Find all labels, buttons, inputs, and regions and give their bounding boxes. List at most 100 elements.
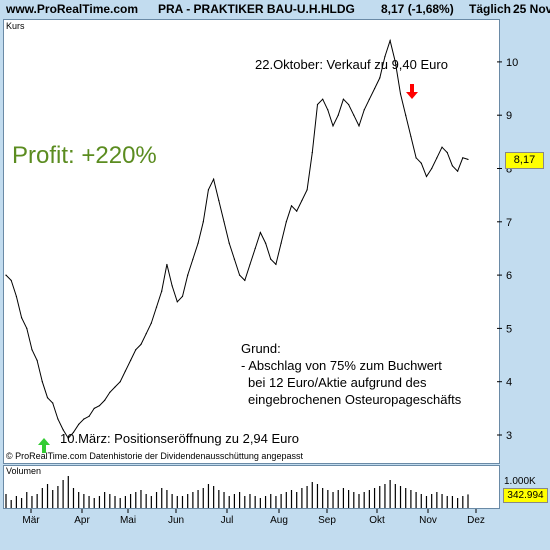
last-volume-box: 342.994 [503,488,548,503]
price-point [5,274,7,276]
price-point [467,158,469,161]
volume-bar [389,480,391,508]
volume-bar [363,492,365,508]
volume-bar [119,498,121,508]
site-name[interactable]: www.ProRealTime.com [6,2,139,16]
volume-bar [88,496,90,508]
y-tick-label: 5 [506,323,512,335]
price-point [410,135,412,138]
price-point [218,199,220,202]
price-point [78,423,80,425]
price-point [316,103,319,106]
price-point [213,178,215,180]
x-tick-label: Apr [74,515,90,526]
price-point [62,429,64,431]
price-point [233,258,236,260]
volume-bar [410,490,412,508]
volume-bar [104,492,106,508]
price-point [26,327,28,329]
price-point [52,402,54,404]
price-point [322,98,324,100]
price-point [332,125,334,127]
volume-bar [270,494,272,508]
volume-bar [415,492,417,508]
volume-bar [145,494,147,508]
volume-bar [10,500,12,508]
volume-bar [358,494,360,508]
y-tick-label: 4 [506,377,512,389]
volume-bar [451,496,454,508]
volume-bar [420,494,422,508]
price-point [368,98,370,100]
volume-bar [306,486,308,508]
volume-bar [26,492,28,508]
y-tick-label: 3 [506,430,512,442]
price-point [197,242,199,244]
price-point [384,55,386,58]
price-point [140,343,142,345]
volume-bar [249,494,251,508]
reason-line: bei 12 Euro/Aktie aufgrund des [248,375,427,390]
price-point [155,306,158,308]
price-point [451,165,454,167]
price-point [249,263,251,266]
y-tick-label: 6 [506,270,512,282]
price-point [192,258,194,260]
volume-bar [394,484,396,508]
price-point [114,386,116,388]
price-point [399,93,402,95]
price-point [83,418,85,420]
price-point [389,39,391,42]
price-point [306,189,308,191]
volume-bar [405,488,407,508]
price-point [171,285,173,287]
volume-panel [3,465,500,509]
x-tick-label: Okt [369,515,385,526]
price-point [10,279,12,282]
price-point [202,221,204,223]
volume-bar [197,490,199,508]
volume-bar [327,490,329,508]
price-point [394,61,396,63]
period-label: Täglich [469,2,512,16]
price-point [254,247,256,250]
buy-arrow-icon [38,438,50,445]
price-point [119,381,121,383]
price-point [431,167,433,170]
volume-bar [36,494,38,508]
volume-bar [223,492,225,508]
volume-bar [72,488,75,508]
x-tick-label: Nov [419,515,437,526]
volume-bar [425,496,428,508]
volume-bar [67,476,69,508]
price-point [88,415,90,417]
price-point [41,381,43,383]
price-point [176,301,178,303]
volume-bar [457,498,459,508]
x-tick-label: Aug [270,515,288,526]
volume-bar [228,496,230,508]
price-point [342,98,345,100]
volume-scale-label: 1.000K [504,476,536,487]
chart-header: www.ProRealTime.com PRA - PRAKTIKER BAU-… [0,0,550,18]
x-tick-label: Jul [221,515,234,526]
reason-line: Grund: [241,341,281,356]
volume-bar [238,492,241,508]
volume-bar [62,480,64,508]
symbol-title: PRA - PRAKTIKER BAU-U.H.HLDG [158,2,355,16]
price-point [57,418,59,420]
volume-bar [379,486,381,508]
price-point [353,114,355,116]
volume-bar [114,496,116,508]
volume-bar [78,492,80,508]
buy-annotation: 10.März: Positionseröffnung zu 2,94 Euro [60,431,299,446]
volume-bar [296,492,298,508]
volume-bar [202,488,204,508]
volume-bar [353,492,355,508]
volume-bar [441,494,443,508]
volume-bar [332,492,334,508]
volume-bar [192,492,194,508]
buy-arrow-icon [42,445,46,453]
volume-bar [244,496,246,508]
volume-bar [467,494,469,508]
